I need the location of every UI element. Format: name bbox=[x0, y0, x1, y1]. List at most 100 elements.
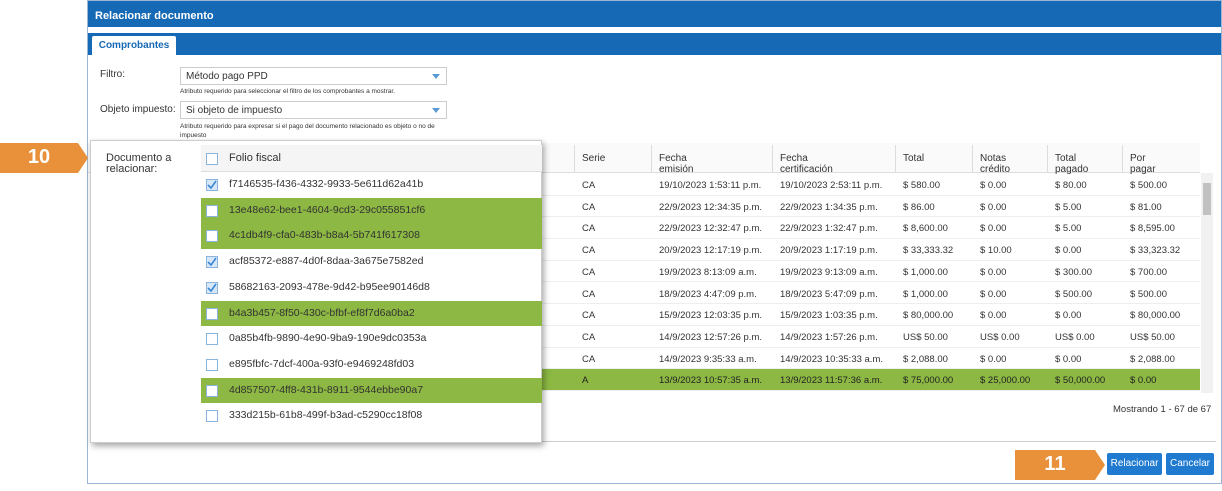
checkbox[interactable] bbox=[206, 384, 218, 397]
folio-option[interactable]: e895fbfc-7dcf-400a-93f0-e9469248fd03 bbox=[201, 352, 542, 378]
checkbox[interactable] bbox=[206, 179, 218, 191]
table-cell: 13/9/2023 10:57:35 a.m. bbox=[659, 375, 762, 387]
table-cell: $ 500.00 bbox=[1130, 180, 1167, 191]
table-cell: 20/9/2023 12:17:19 p.m. bbox=[659, 245, 762, 257]
table-cell: CA bbox=[582, 331, 596, 343]
checkbox-all[interactable] bbox=[206, 153, 218, 165]
table-row[interactable] bbox=[540, 239, 1200, 261]
folio-option[interactable]: 58682163-2093-478e-9d42-b95ee90146d8 bbox=[201, 275, 542, 301]
filter-select[interactable]: Método pago PPD bbox=[180, 67, 447, 85]
table-cell: A bbox=[582, 375, 589, 387]
table-row[interactable] bbox=[540, 283, 1200, 305]
checkbox[interactable] bbox=[206, 410, 218, 423]
checkbox[interactable] bbox=[206, 256, 218, 269]
table-row[interactable] bbox=[540, 304, 1200, 326]
table-cell: CA bbox=[582, 180, 596, 191]
table-cell: $ 33,323.32 bbox=[1130, 245, 1181, 257]
scroll-thumb[interactable] bbox=[1203, 183, 1211, 215]
table-cell: 15/9/2023 12:03:35 p.m. bbox=[659, 310, 762, 322]
table-row[interactable] bbox=[540, 174, 1200, 196]
checkbox[interactable] bbox=[206, 204, 218, 217]
table-cell: 19/10/2023 2:53:11 p.m. bbox=[780, 180, 883, 191]
folio-text: 4c1db4f9-cfa0-483b-b8a4-5b741f617308 bbox=[229, 229, 420, 242]
column-header: Total pagado bbox=[1055, 153, 1089, 175]
checkbox[interactable] bbox=[206, 281, 218, 294]
table-cell: $ 0.00 bbox=[1055, 310, 1082, 322]
table-cell: $ 75,000.00 bbox=[903, 375, 954, 387]
relate-button[interactable]: Relacionar bbox=[1107, 453, 1162, 475]
table-cell: $ 0.00 bbox=[980, 266, 1007, 278]
table-cell: $ 0.00 bbox=[1055, 353, 1082, 365]
tax-select[interactable]: Si objeto de impuesto bbox=[180, 101, 447, 119]
table-cell: 14/9/2023 10:35:33 a.m. bbox=[780, 353, 883, 365]
table-row[interactable] bbox=[540, 196, 1200, 218]
table-cell: $ 500.00 bbox=[1130, 288, 1167, 300]
folio-option[interactable]: 4d857507-4ff8-431b-8911-9544ebbe90a7 bbox=[201, 377, 542, 404]
folio-option[interactable]: 4c1db4f9-cfa0-483b-b8a4-5b741f617308 bbox=[201, 223, 542, 249]
folio-option[interactable]: 333d215b-61b8-499f-b3ad-c5290cc18f08 bbox=[201, 403, 542, 429]
folio-text: e895fbfc-7dcf-400a-93f0-e9469248fd03 bbox=[229, 357, 415, 370]
table-row[interactable] bbox=[540, 369, 1200, 391]
folio-option[interactable]: 0a85b4fb-9890-4e90-9ba9-190e9dc0353a bbox=[201, 326, 542, 352]
table-cell: CA bbox=[582, 245, 596, 257]
table-cell: $ 2,088.00 bbox=[1130, 353, 1175, 365]
table-cell: $ 25,000.00 bbox=[980, 375, 1031, 387]
step-badge: 11 bbox=[1015, 450, 1095, 480]
table-cell: $ 8,595.00 bbox=[1130, 223, 1175, 235]
filter-hint: Atributo requerido para seleccionar el f… bbox=[180, 88, 395, 95]
table-row[interactable] bbox=[540, 261, 1200, 283]
table-cell: $ 81.00 bbox=[1130, 201, 1162, 213]
table-cell: US$ 50.00 bbox=[1130, 331, 1175, 343]
column-header: Serie bbox=[582, 153, 606, 164]
tax-label: Objeto impuesto: bbox=[100, 104, 176, 115]
table-cell: 18/9/2023 5:47:09 p.m. bbox=[780, 288, 878, 300]
table-cell: $ 8,600.00 bbox=[903, 223, 948, 235]
checkbox[interactable] bbox=[206, 333, 218, 346]
checkbox[interactable] bbox=[206, 358, 218, 371]
column-separator bbox=[772, 145, 773, 172]
badge-arrow bbox=[78, 143, 88, 173]
folio-text: 0a85b4fb-9890-4e90-9ba9-190e9dc0353a bbox=[229, 332, 427, 345]
table-row[interactable] bbox=[540, 217, 1200, 240]
table-cell: $ 0.00 bbox=[980, 180, 1007, 191]
table-cell: $ 0.00 bbox=[1055, 245, 1082, 257]
table-cell: CA bbox=[582, 266, 596, 278]
table-cell: 20/9/2023 1:17:19 p.m. bbox=[780, 245, 878, 257]
table-cell: $ 33,333.32 bbox=[903, 245, 954, 257]
table-cell: $ 300.00 bbox=[1055, 266, 1092, 278]
folio-option[interactable]: acf85372-e887-4d0f-8daa-3a675e7582ed bbox=[201, 249, 542, 275]
tab[interactable]: Comprobantes bbox=[92, 36, 176, 55]
table-cell: 19/10/2023 1:53:11 p.m. bbox=[659, 180, 762, 191]
column-separator bbox=[651, 145, 652, 172]
table-cell: $ 5.00 bbox=[1055, 223, 1082, 235]
column-header: Notas crédito bbox=[980, 153, 1011, 175]
column-separator bbox=[972, 145, 973, 172]
table-cell: 14/9/2023 1:57:26 p.m. bbox=[780, 331, 878, 343]
table-cell: $ 80.00 bbox=[1055, 180, 1087, 191]
folio-option[interactable]: f7146535-f436-4332-9933-5e611d62a41b bbox=[201, 172, 542, 198]
table-cell: 18/9/2023 4:47:09 p.m. bbox=[659, 288, 757, 300]
dropdown-header: Folio fiscal bbox=[201, 145, 542, 172]
table-cell: 14/9/2023 9:35:33 a.m. bbox=[659, 353, 757, 365]
table-footer: Mostrando 1 - 67 de 67 bbox=[1113, 404, 1212, 415]
tax-hint: Atributo requerido para expresar si el p… bbox=[180, 123, 435, 139]
header-text: Folio fiscal bbox=[229, 152, 281, 164]
column-header: Por pagar bbox=[1130, 153, 1156, 175]
step-badge: 10 bbox=[0, 143, 78, 173]
folio-text: 13e48e62-bee1-4604-9cd3-29c055851cf6 bbox=[229, 203, 426, 216]
checkbox[interactable] bbox=[206, 230, 218, 243]
folio-option[interactable]: b4a3b457-8f50-430c-bfbf-ef8f7d6a0ba2 bbox=[201, 300, 542, 326]
table-cell: 22/9/2023 1:32:47 p.m. bbox=[780, 223, 878, 235]
folio-option[interactable]: 13e48e62-bee1-4604-9cd3-29c055851cf6 bbox=[201, 197, 542, 224]
checkbox[interactable] bbox=[206, 307, 218, 320]
checkmark bbox=[207, 180, 217, 190]
filter-label: Filtro: bbox=[100, 69, 125, 80]
table-cell: $ 0.00 bbox=[980, 310, 1007, 322]
table-row[interactable] bbox=[540, 348, 1200, 370]
scrollbar[interactable] bbox=[1201, 173, 1213, 393]
folio-text: f7146535-f436-4332-9933-5e611d62a41b bbox=[229, 178, 424, 190]
cancel-button[interactable]: Cancelar bbox=[1166, 453, 1214, 475]
table-row[interactable] bbox=[540, 326, 1200, 348]
table-cell: 14/9/2023 12:57:26 p.m. bbox=[659, 331, 762, 343]
